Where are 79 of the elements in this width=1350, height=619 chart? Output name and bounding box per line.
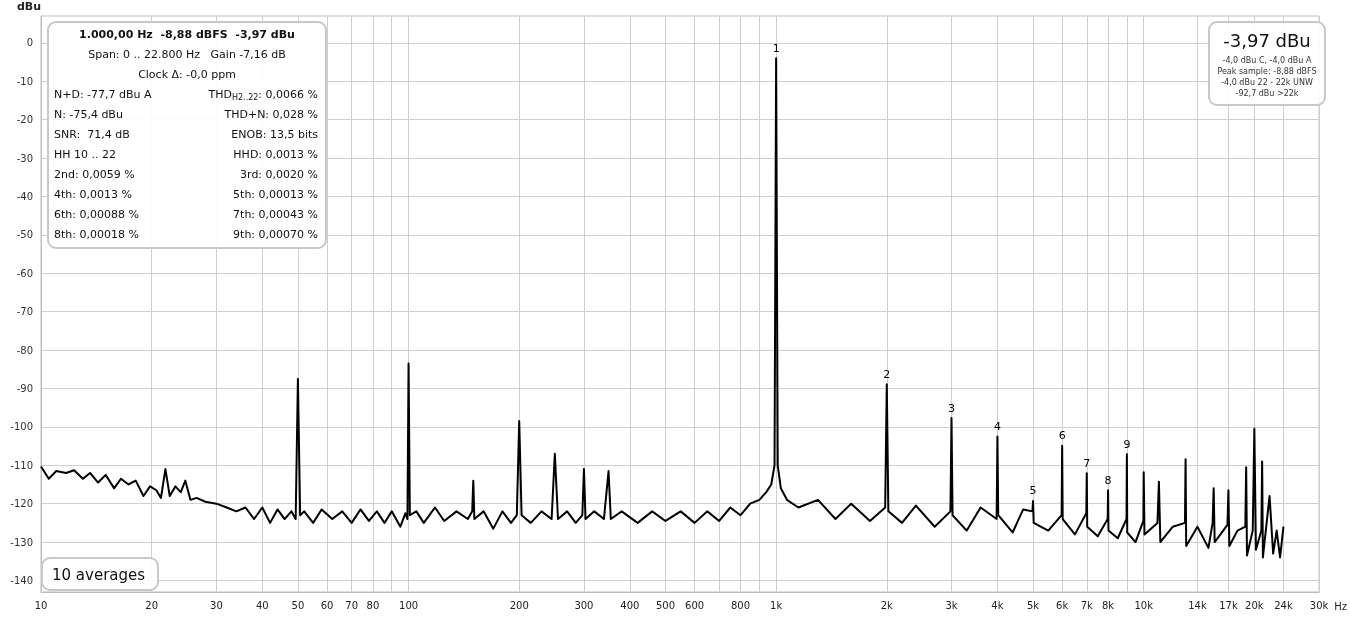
- x-tick-label: 300: [574, 599, 594, 611]
- x-tick-label: 500: [655, 599, 676, 611]
- x-tick-label: 8k: [1102, 599, 1115, 611]
- annotation: N+D: -77,7 dBu A: [54, 87, 153, 101]
- x-tick-label: 800: [730, 599, 751, 611]
- annotation: 3: [948, 401, 956, 415]
- annotation: Peak sample: -8,88 dBFS: [1217, 66, 1317, 76]
- annotation: -92,7 dBu >22k: [1235, 88, 1299, 98]
- y-tick-label: -110: [10, 459, 33, 471]
- annotation: 6th: 0,00088 %: [54, 207, 139, 221]
- x-tick-label: 200: [509, 599, 529, 611]
- annotation: 2nd: 0,0059 %: [54, 167, 135, 181]
- annotation: 1: [772, 41, 780, 55]
- y-tick-label: -100: [10, 421, 33, 433]
- annotation: Clock Δ: -0,0 ppm: [138, 67, 236, 81]
- x-tick-label: 600: [685, 599, 705, 611]
- y-tick-label: -30: [16, 152, 33, 164]
- annotation: THD+N: 0,028 %: [223, 107, 319, 121]
- x-tick-label: 4k: [991, 599, 1004, 611]
- annotation: 9: [1123, 437, 1131, 451]
- x-tick-label: 80: [366, 599, 380, 611]
- x-tick-label: 30k: [1309, 599, 1329, 611]
- annotation: -4,0 dBu 22 - 22k UNW: [1221, 77, 1313, 87]
- annotation: 6: [1058, 429, 1066, 443]
- annotation: N: -75,4 dBu: [54, 107, 123, 121]
- y-tick-label: -50: [16, 229, 33, 241]
- annotation: 10 averages: [52, 566, 146, 584]
- x-tick-label: 1k: [770, 599, 783, 611]
- annotation: ENOB: 13,5 bits: [231, 127, 319, 141]
- x-tick-label: 7k: [1080, 599, 1094, 611]
- annotation: 8: [1104, 473, 1112, 487]
- annotation: Span: 0 .. 22.800 Hz Gain -7,16 dB: [88, 47, 286, 61]
- annotation: 5: [1029, 484, 1037, 498]
- annotation: -4,0 dBu C, -4,0 dBu A: [1222, 55, 1312, 65]
- annotation: 1.000,00 Hz -8,88 dBFS -3,97 dBu: [79, 27, 295, 41]
- y-tick-label: -20: [16, 114, 33, 126]
- y-tick-label: -60: [16, 267, 33, 279]
- x-tick-label: 20: [145, 599, 159, 611]
- x-axis-title: Hz: [1334, 600, 1348, 612]
- x-tick-label: 40: [255, 599, 269, 611]
- annotation: 2: [883, 367, 891, 381]
- y-tick-label: -120: [10, 498, 33, 510]
- x-tick-label: 400: [620, 599, 640, 611]
- annotation: 8th: 0,00018 %: [54, 227, 139, 241]
- x-tick-label: 20k: [1245, 599, 1264, 611]
- x-tick-label: 3k: [945, 599, 958, 611]
- annotation: -3,97 dBu: [1223, 29, 1311, 51]
- annotation: HH 10 .. 22: [54, 147, 117, 161]
- y-tick-label: -70: [16, 306, 33, 318]
- y-tick-label: -90: [16, 382, 33, 394]
- annotation: HHD: 0,0013 %: [233, 147, 318, 161]
- y-tick-label: -140: [10, 574, 33, 586]
- x-tick-label: 100: [399, 599, 419, 611]
- x-tick-label: 6k: [1056, 599, 1069, 611]
- x-tick-label: 17k: [1219, 599, 1238, 611]
- y-tick-label: 0: [26, 37, 33, 49]
- annotation: 5th: 0,00013 %: [233, 187, 319, 201]
- x-tick-label: 70: [345, 599, 358, 611]
- y-axis-title: dBu: [16, 0, 41, 13]
- annotation: 9th: 0,00070 %: [233, 227, 319, 241]
- x-tick-label: 30: [210, 599, 223, 611]
- annotation: 4th: 0,0013 %: [54, 187, 132, 201]
- annotation: SNR: 71,4 dB: [54, 127, 130, 141]
- annotation: 4: [993, 419, 1001, 433]
- annotation: 7th: 0,00043 %: [233, 207, 319, 221]
- x-tick-label: 10: [34, 599, 48, 611]
- x-tick-label: 5k: [1026, 599, 1040, 611]
- x-tick-label: 2k: [880, 599, 894, 611]
- y-tick-label: -130: [10, 536, 33, 548]
- y-tick-label: -10: [16, 75, 33, 87]
- y-tick-label: -40: [16, 190, 33, 202]
- x-tick-label: 24k: [1274, 599, 1293, 611]
- x-tick-label: 50: [291, 599, 305, 611]
- x-tick-label: 14k: [1188, 599, 1207, 611]
- x-tick-label: 10k: [1134, 599, 1154, 611]
- annotation: 3rd: 0,0020 %: [240, 167, 318, 181]
- y-tick-label: -80: [16, 344, 33, 356]
- x-tick-label: 60: [320, 599, 334, 611]
- annotation: 7: [1083, 456, 1091, 470]
